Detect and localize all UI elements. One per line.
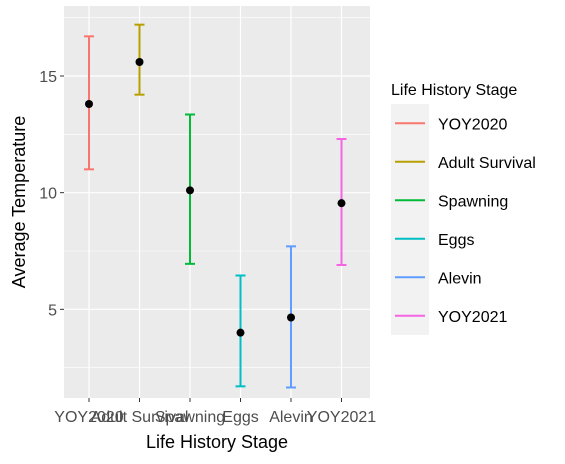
- mean-point-5: [337, 199, 346, 208]
- legend-label: Spawning: [438, 193, 508, 210]
- x-tick-label: YOY2021: [307, 409, 376, 426]
- legend-label: YOY2021: [438, 309, 507, 326]
- x-axis-title: Life History Stage: [146, 432, 288, 452]
- x-tick-label: Spawning: [155, 409, 225, 426]
- legend-title: Life History Stage: [391, 82, 517, 99]
- plot-panel: [64, 6, 370, 398]
- mean-point-4: [287, 313, 295, 322]
- x-tick-label: Eggs: [222, 409, 258, 426]
- x-tick-label: YOY2020: [54, 409, 123, 426]
- mean-point-1: [135, 58, 144, 66]
- y-axis-ticks: 5 10 15: [39, 69, 64, 319]
- legend-label: Eggs: [438, 232, 474, 249]
- legend: Life History Stage YOY2020 Adult Survival…: [391, 82, 536, 335]
- legend-keys: YOY2020 Adult Survival Spawning Eggs Alevin Y…: [391, 104, 536, 335]
- x-tick-label: Adult Survival: [91, 409, 189, 426]
- y-axis-title: Average Temperature: [9, 116, 29, 288]
- y-tick-label: 10: [39, 186, 57, 203]
- x-tick-label: Alevin: [269, 409, 313, 426]
- legend-label: Adult Survival: [438, 155, 536, 172]
- legend-label: YOY2020: [438, 116, 507, 133]
- mean-point-3: [236, 328, 245, 337]
- mean-points: [85, 58, 346, 337]
- grid-minor: [64, 17, 370, 368]
- y-tick-label: 15: [39, 69, 57, 86]
- mean-point-0: [85, 100, 93, 108]
- mean-point-2: [186, 186, 194, 195]
- y-tick-label: 5: [48, 302, 57, 319]
- legend-label: Alevin: [438, 270, 482, 287]
